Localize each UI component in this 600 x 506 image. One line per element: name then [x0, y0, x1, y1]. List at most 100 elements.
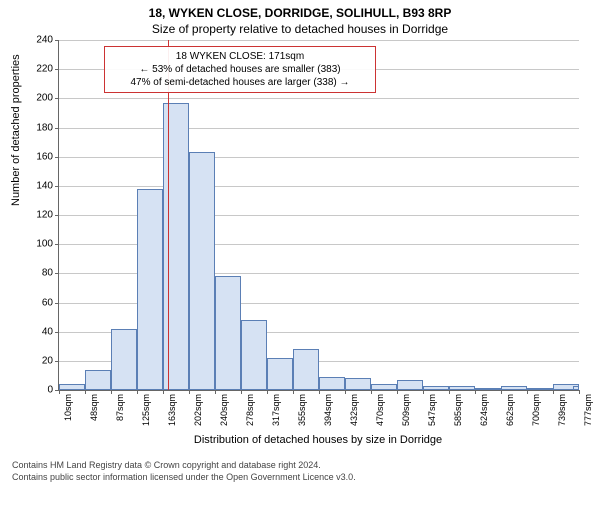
annotation-line: 47% of semi-detached houses are larger (… — [111, 76, 369, 89]
ytick-mark — [55, 128, 59, 129]
ytick-mark — [55, 244, 59, 245]
histogram-bar — [85, 370, 111, 390]
xtick-mark — [475, 390, 476, 394]
xtick-label: 202sqm — [193, 394, 203, 426]
ytick-label: 180 — [23, 122, 53, 133]
ytick-mark — [55, 98, 59, 99]
histogram-bar — [475, 388, 501, 390]
xtick-label: 739sqm — [557, 394, 567, 426]
histogram-bar — [215, 276, 241, 390]
xtick-mark — [527, 390, 528, 394]
ytick-mark — [55, 332, 59, 333]
xtick-label: 432sqm — [349, 394, 359, 426]
plot-area: 02040608010012014016018020022024010sqm48… — [58, 40, 579, 391]
xtick-label: 700sqm — [531, 394, 541, 426]
xtick-label: 163sqm — [167, 394, 177, 426]
xtick-mark — [319, 390, 320, 394]
histogram-bar — [319, 377, 345, 390]
grid-line — [59, 98, 579, 99]
histogram-bar — [345, 378, 371, 390]
annotation-line: ← 53% of detached houses are smaller (38… — [111, 63, 369, 76]
xtick-label: 394sqm — [323, 394, 333, 426]
grid-line — [59, 186, 579, 187]
histogram-bar — [527, 388, 553, 390]
ytick-label: 20 — [23, 355, 53, 366]
xtick-label: 278sqm — [245, 394, 255, 426]
x-axis-label: Distribution of detached houses by size … — [58, 434, 578, 446]
ytick-mark — [55, 69, 59, 70]
xtick-label: 777sqm — [583, 394, 593, 426]
xtick-mark — [85, 390, 86, 394]
xtick-label: 10sqm — [63, 394, 73, 421]
histogram-bar — [163, 103, 189, 390]
xtick-mark — [449, 390, 450, 394]
xtick-label: 87sqm — [115, 394, 125, 421]
footer-line-1: Contains HM Land Registry data © Crown c… — [12, 460, 600, 472]
ytick-label: 100 — [23, 239, 53, 250]
histogram-bar — [137, 189, 163, 390]
xtick-mark — [345, 390, 346, 394]
grid-line — [59, 157, 579, 158]
histogram-bar — [189, 152, 215, 390]
xtick-mark — [189, 390, 190, 394]
ytick-mark — [55, 303, 59, 304]
histogram-bar — [423, 386, 449, 390]
histogram-bar — [241, 320, 267, 390]
xtick-label: 355sqm — [297, 394, 307, 426]
xtick-label: 509sqm — [401, 394, 411, 426]
xtick-mark — [293, 390, 294, 394]
xtick-mark — [371, 390, 372, 394]
ytick-mark — [55, 215, 59, 216]
ytick-label: 200 — [23, 93, 53, 104]
ytick-label: 80 — [23, 268, 53, 279]
annotation-box: 18 WYKEN CLOSE: 171sqm← 53% of detached … — [104, 46, 376, 93]
xtick-label: 317sqm — [271, 394, 281, 426]
xtick-label: 125sqm — [141, 394, 151, 426]
xtick-mark — [267, 390, 268, 394]
ytick-mark — [55, 157, 59, 158]
xtick-mark — [59, 390, 60, 394]
histogram-bar — [111, 329, 137, 390]
ytick-mark — [55, 273, 59, 274]
xtick-label: 624sqm — [479, 394, 489, 426]
ytick-label: 160 — [23, 151, 53, 162]
footer-attribution: Contains HM Land Registry data © Crown c… — [12, 460, 600, 483]
xtick-mark — [215, 390, 216, 394]
page-subtitle: Size of property relative to detached ho… — [0, 22, 600, 36]
histogram-bar — [501, 386, 527, 390]
footer-line-2: Contains public sector information licen… — [12, 472, 600, 484]
xtick-mark — [423, 390, 424, 394]
ytick-mark — [55, 186, 59, 187]
ytick-label: 40 — [23, 326, 53, 337]
histogram-chart: 02040608010012014016018020022024010sqm48… — [58, 40, 578, 390]
histogram-bar — [59, 384, 85, 390]
xtick-mark — [241, 390, 242, 394]
xtick-mark — [553, 390, 554, 394]
histogram-bar — [267, 358, 293, 390]
xtick-mark — [397, 390, 398, 394]
ytick-label: 0 — [23, 385, 53, 396]
xtick-mark — [579, 390, 580, 394]
xtick-label: 585sqm — [453, 394, 463, 426]
xtick-label: 48sqm — [89, 394, 99, 421]
histogram-bar — [293, 349, 319, 390]
xtick-label: 662sqm — [505, 394, 515, 426]
y-axis-label: Number of detached properties — [10, 54, 22, 206]
annotation-line: 18 WYKEN CLOSE: 171sqm — [111, 50, 369, 63]
page-title-address: 18, WYKEN CLOSE, DORRIDGE, SOLIHULL, B93… — [0, 6, 600, 20]
histogram-bar — [371, 384, 397, 390]
grid-line — [59, 128, 579, 129]
xtick-mark — [137, 390, 138, 394]
xtick-mark — [163, 390, 164, 394]
histogram-bar — [449, 386, 475, 390]
ytick-label: 240 — [23, 35, 53, 46]
histogram-bar — [397, 380, 423, 390]
ytick-label: 220 — [23, 64, 53, 75]
ytick-label: 120 — [23, 210, 53, 221]
ytick-mark — [55, 40, 59, 41]
xtick-mark — [501, 390, 502, 394]
xtick-label: 547sqm — [427, 394, 437, 426]
ytick-label: 60 — [23, 297, 53, 308]
xtick-mark — [111, 390, 112, 394]
xtick-label: 470sqm — [375, 394, 385, 426]
